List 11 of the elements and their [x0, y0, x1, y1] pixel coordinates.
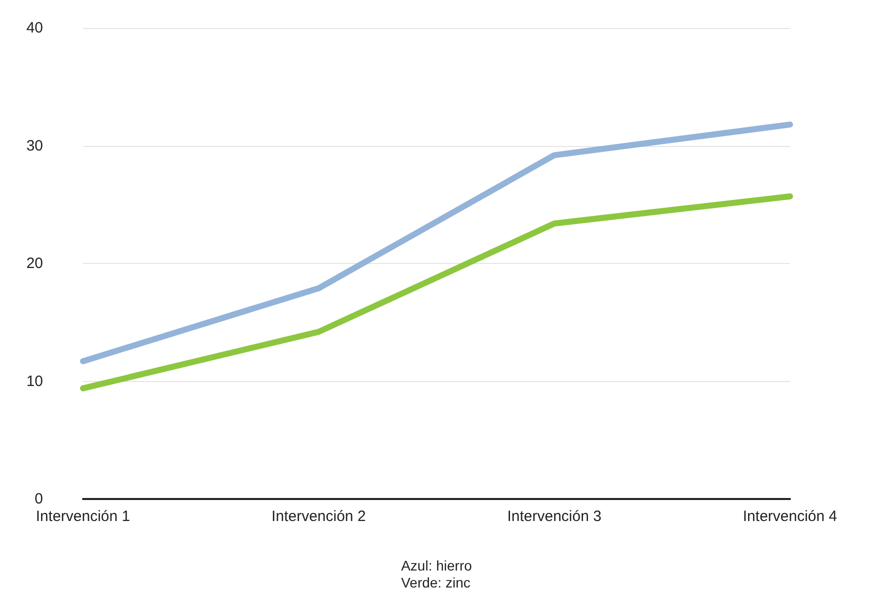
y-tick-label: 10: [26, 372, 43, 390]
x-tick-label: Intervención 3: [507, 508, 602, 525]
x-tick-label: Intervención 2: [272, 508, 366, 525]
text: Azul: hierro: [401, 558, 472, 574]
y-tick-label: 20: [26, 255, 43, 272]
y-tick-label: 30: [26, 137, 43, 154]
y-tick-label: 40: [26, 20, 43, 36]
x-tick-label: Intervención 1: [36, 508, 130, 525]
y-tick-label: 0: [34, 490, 43, 508]
text: Verde: zinc: [401, 574, 470, 590]
x-tick-label: Intervención 4: [742, 508, 838, 525]
